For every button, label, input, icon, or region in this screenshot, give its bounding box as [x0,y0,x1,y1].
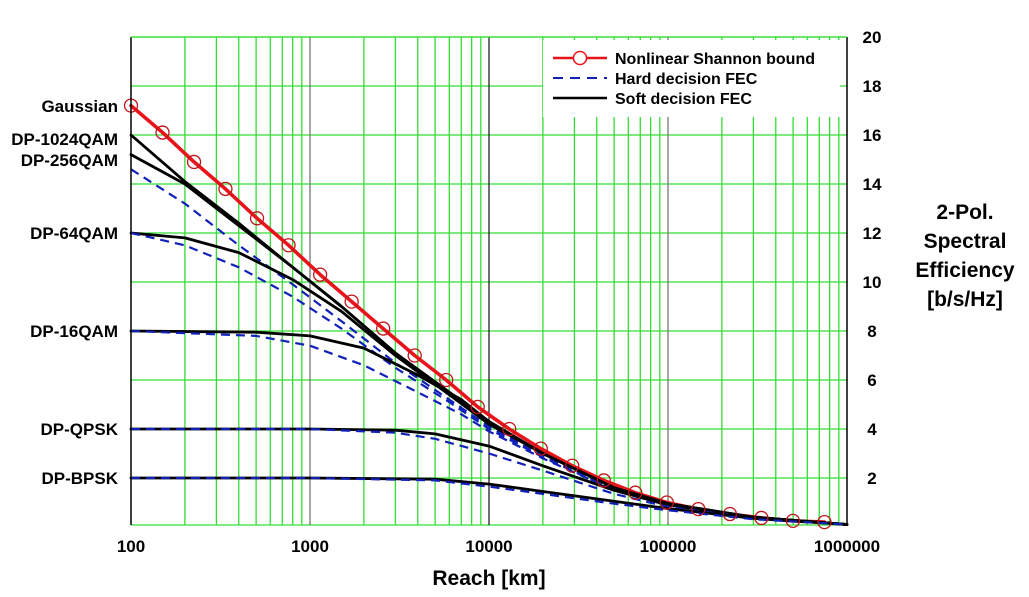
y-tick-label: 16 [863,126,882,145]
shannon-marker [722,506,738,522]
shannon-marker [281,238,296,253]
modulation-label: DP-256QAM [21,151,118,170]
shannon-marker [754,510,769,526]
y-tick-label: 18 [863,77,882,96]
y-tick-label: 2 [867,469,876,488]
legend-label: Soft decision FEC [615,91,752,108]
series-line-soft-decision-fec-dp-qpsk [129,427,849,526]
x-tick-label: 100 [117,537,145,556]
x-tick-labels: 100 1000 10000 100000 1000000 [117,537,880,556]
modulation-label: DP-64QAM [30,224,118,243]
shannon-marker [376,321,391,336]
grid-minor [184,37,840,525]
y-tick-label: 14 [863,175,882,194]
y-axis-title-line: 2-Pol. [936,201,993,224]
legend-label: Hard decision FEC [615,71,758,88]
shannon-marker [439,372,454,388]
x-tick-label: 100000 [640,537,697,556]
shannon-marker [470,399,485,415]
shannon-marker [344,294,359,309]
x-tick-label: 10000 [465,537,512,556]
legend: Nonlinear Shannon bound Hard decision FEC… [543,40,840,117]
modulation-label: DP-1024QAM [11,130,118,149]
shannon-marker [596,473,611,488]
shannon-marker [533,441,548,456]
y-tick-label: 4 [867,420,877,439]
shannon-marker [628,485,643,500]
series-layer [123,98,849,530]
shannon-marker [312,267,328,282]
shannon-marker [218,181,233,197]
y-axis-title-line: Spectral [924,230,1007,253]
shannon-marker [691,501,706,517]
modulation-label: DP-BPSK [41,469,118,488]
shannon-marker [565,458,580,473]
shannon-marker [249,211,265,226]
x-tick-label: 1000 [291,537,329,556]
legend-marker [572,50,588,66]
shannon-marker [186,154,202,170]
shannon-marker [502,421,517,437]
legend-label: Nonlinear Shannon bound [615,51,815,68]
y-tick-label: 6 [867,371,876,390]
x-axis-title: Reach [km] [432,567,545,590]
series-line-nonlinear-shannon-bound [129,103,827,524]
modulation-labels: Gaussian DP-1024QAM DP-256QAM DP-64QAM DP-16… [11,97,118,488]
y-axis-title: 2-Pol. Spectral Efficiency [b/s/Hz] [915,201,1015,311]
y-tick-label: 10 [863,273,882,292]
shannon-marker [155,125,170,140]
y-axis-title-line: Efficiency [915,259,1015,282]
axes [130,36,848,525]
y-tick-label: 20 [863,28,882,47]
modulation-label: Gaussian [41,97,118,116]
shannon-marker [407,348,422,363]
modulation-label: DP-QPSK [41,420,119,439]
shannon-marker [785,513,801,529]
series-line-hard-decision-fec-dp-bpsk [131,476,848,526]
shannon-marker [659,495,674,510]
x-tick-label: 1000000 [814,537,880,556]
y-tick-label: 8 [867,322,876,341]
shannon-marker [817,514,832,530]
modulation-label: DP-16QAM [30,322,118,341]
y-tick-labels: 2 4 6 8 10 12 14 16 18 20 [863,28,882,488]
y-axis-title-line: [b/s/Hz] [927,288,1003,311]
y-tick-label: 12 [863,224,882,243]
series-line-soft-decision-fec-dp-bpsk [129,476,849,526]
